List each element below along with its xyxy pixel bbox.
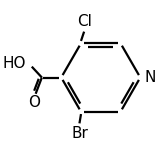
Text: N: N (144, 70, 156, 85)
Text: HO: HO (3, 56, 26, 71)
Text: Cl: Cl (78, 14, 92, 29)
Text: O: O (28, 95, 40, 110)
Text: Br: Br (71, 126, 88, 141)
